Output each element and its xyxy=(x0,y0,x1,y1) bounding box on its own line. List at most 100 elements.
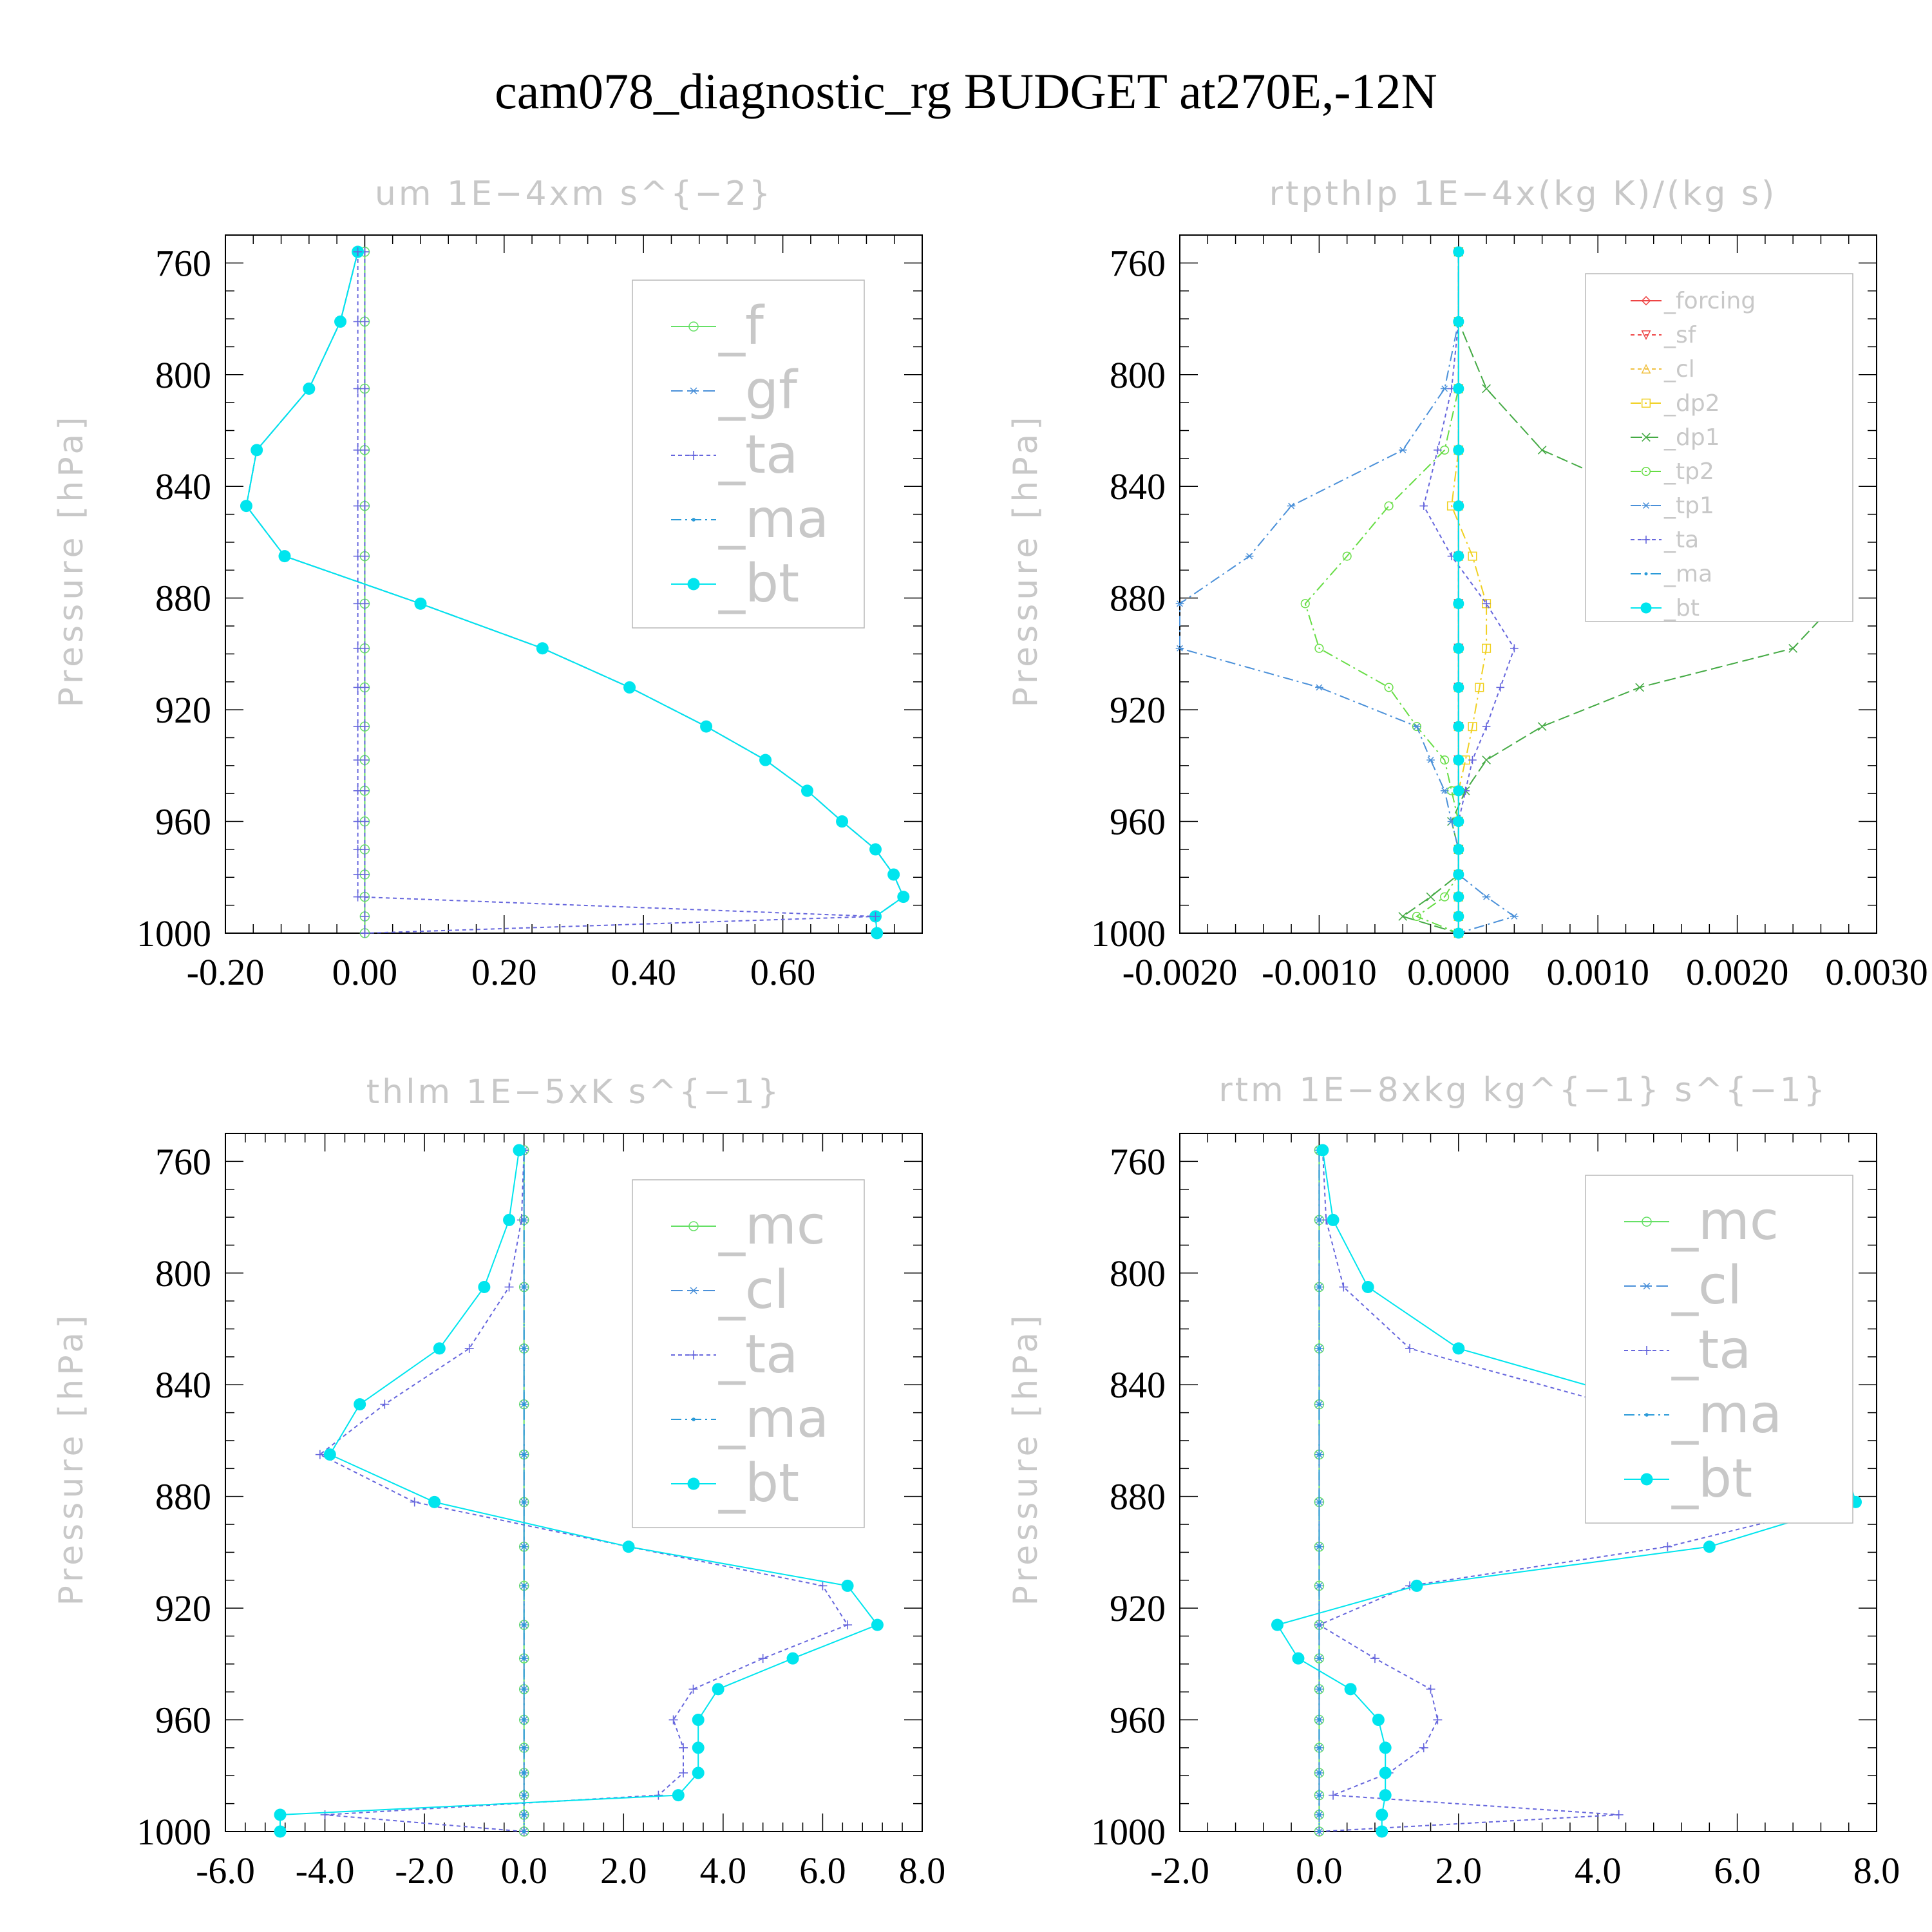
data-point xyxy=(1537,722,1547,732)
data-point xyxy=(1788,643,1798,653)
data-point xyxy=(380,1399,390,1409)
data-point xyxy=(1453,785,1464,797)
legend-marker xyxy=(689,1287,698,1294)
y-tick-label: 880 xyxy=(155,1476,211,1518)
legend-marker xyxy=(1641,330,1651,340)
legend-marker xyxy=(1642,1346,1651,1355)
legend-marker xyxy=(1640,602,1652,614)
data-point xyxy=(1175,645,1184,652)
legend-box xyxy=(1585,273,1853,622)
y-tick-label: 880 xyxy=(155,578,211,620)
data-point xyxy=(428,1495,441,1508)
x-tick-label: -0.20 xyxy=(187,951,265,993)
data-point xyxy=(522,1584,526,1588)
legend-marker xyxy=(688,321,699,332)
x-tick-label: 0.60 xyxy=(750,951,816,993)
data-point xyxy=(1453,754,1464,766)
data-point xyxy=(1635,683,1644,692)
series-line xyxy=(1450,252,1488,933)
legend-marker xyxy=(1645,1413,1649,1417)
legend-marker xyxy=(1644,572,1648,576)
legend: _mc_cl_ta_ma_bt xyxy=(1585,1175,1853,1524)
legend-box xyxy=(1585,1175,1853,1524)
data-point xyxy=(1317,1623,1321,1627)
y-axis-label: Pressure [hPa] xyxy=(1007,1312,1045,1606)
data-point xyxy=(274,1825,287,1838)
data-point xyxy=(1412,911,1421,922)
data-point xyxy=(800,784,813,797)
y-axis-label: Pressure [hPa] xyxy=(52,1312,91,1606)
data-point xyxy=(1339,1282,1349,1292)
series-line xyxy=(1401,252,1836,934)
legend-marker xyxy=(692,518,696,522)
series-line xyxy=(1318,1150,1850,1832)
data-point xyxy=(1317,1285,1321,1289)
data-point xyxy=(1433,1715,1443,1725)
data-point xyxy=(887,868,900,881)
data-point xyxy=(1317,1218,1321,1222)
x-tick-label: -2.0 xyxy=(395,1850,454,1891)
data-point xyxy=(679,1743,688,1752)
legend-marker xyxy=(1642,535,1651,544)
y-tick-label: 840 xyxy=(155,1364,211,1406)
data-point xyxy=(278,550,291,563)
series-tp1 xyxy=(1175,249,1519,936)
x-tick-label: 0.0000 xyxy=(1407,951,1510,993)
data-point xyxy=(672,1789,685,1802)
legend-marker xyxy=(1642,502,1651,509)
data-point xyxy=(1426,892,1435,902)
data-point xyxy=(871,927,884,940)
data-point xyxy=(504,1282,514,1292)
x-tick-label: 0.00 xyxy=(332,951,398,993)
plot-frame xyxy=(1179,234,1877,934)
data-point xyxy=(522,1830,526,1833)
data-point xyxy=(240,500,252,513)
data-point xyxy=(1317,1656,1321,1660)
x-tick-label: 4.0 xyxy=(700,1850,747,1891)
data-point xyxy=(1384,501,1394,511)
figure-title: cam078_diagnostic_rg BUDGET at270E,-12N xyxy=(495,63,1437,119)
y-tick-label: 800 xyxy=(155,354,211,396)
data-point xyxy=(622,1540,635,1553)
data-point xyxy=(1376,1808,1388,1821)
data-point xyxy=(1379,1766,1392,1779)
y-tick-label: 760 xyxy=(155,242,211,284)
legend-label: _ma xyxy=(1671,1384,1782,1445)
legend-label: _cl xyxy=(1663,356,1695,383)
data-point xyxy=(1453,816,1464,828)
data-point xyxy=(1426,757,1435,764)
data-point xyxy=(522,1718,526,1722)
data-point xyxy=(522,1347,526,1350)
panel-title: um 1E−4xm s^{−2} xyxy=(375,175,773,213)
data-point xyxy=(1475,683,1484,692)
data-point xyxy=(353,892,363,902)
data-point xyxy=(503,1213,516,1226)
legend-label: _cl xyxy=(718,1260,789,1321)
data-point xyxy=(353,755,363,765)
y-tick-label: 960 xyxy=(1110,1700,1166,1741)
data-point xyxy=(700,720,713,733)
legend-label: _tp1 xyxy=(1663,493,1714,519)
legend-label: _ta xyxy=(1663,527,1699,553)
panel-title: rtm 1E−8xkg kg^{−1} s^{−1} xyxy=(1218,1071,1828,1110)
legend-box xyxy=(632,279,865,629)
data-point xyxy=(759,753,772,766)
data-point xyxy=(334,315,347,328)
data-point xyxy=(692,1714,705,1727)
data-point xyxy=(692,1741,705,1754)
x-tick-label: 2.0 xyxy=(600,1850,647,1891)
series-line xyxy=(1423,252,1515,933)
data-point xyxy=(1405,1343,1415,1353)
data-point xyxy=(836,815,849,828)
data-point xyxy=(353,551,363,561)
legend-marker xyxy=(1641,398,1651,408)
y-tick-label: 920 xyxy=(1110,1587,1166,1629)
data-point xyxy=(688,1684,698,1694)
legend-label: _ma xyxy=(718,1388,829,1450)
data-point xyxy=(1482,384,1491,393)
x-tick-label: 0.20 xyxy=(471,951,537,993)
data-point xyxy=(1482,755,1491,765)
data-point xyxy=(353,844,363,854)
legend-label: _f xyxy=(718,296,765,357)
series-dp2 xyxy=(1446,247,1492,938)
